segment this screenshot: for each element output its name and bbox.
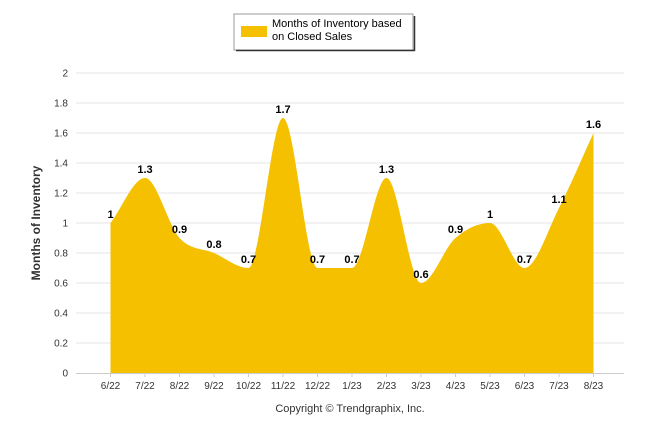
- data-label: 0.6: [413, 269, 428, 281]
- copyright-credit: Copyright © Trendgraphix, Inc.: [275, 403, 424, 415]
- data-labels: 1 1.3 0.9 0.8 0.7 1.7 0.7 0.7 1.3 0.6 0.9 1 0.7 1.1 1.…: [107, 104, 601, 281]
- legend[interactable]: Months of Inventory based on Closed Sale…: [233, 13, 416, 52]
- y-tick-label: 1.6: [54, 129, 68, 140]
- data-label: 0.9: [172, 224, 187, 236]
- data-label: 0.9: [448, 224, 463, 236]
- data-label: 0.8: [206, 239, 221, 251]
- data-label: 0.7: [241, 254, 256, 266]
- data-label: 0.7: [344, 254, 359, 266]
- x-tick-label: 7/22: [135, 381, 155, 392]
- y-tick-label: 0.8: [54, 249, 68, 260]
- x-tick-label: 2/23: [377, 381, 397, 392]
- data-label: 1: [107, 209, 113, 221]
- y-tick-label: 1.2: [54, 189, 68, 200]
- y-tick-label: 0.4: [54, 309, 68, 320]
- y-tick-label: 1.8: [54, 99, 68, 110]
- x-tick-label: 5/23: [480, 381, 500, 392]
- x-tick-label: 6/22: [101, 381, 121, 392]
- y-tick-label: 0: [62, 369, 68, 380]
- x-tick-label: 4/23: [446, 381, 466, 392]
- x-tick-label: 8/22: [170, 381, 190, 392]
- legend-label-line-2: on Closed Sales: [272, 31, 353, 43]
- data-label: 1.7: [275, 104, 290, 116]
- legend-label-line-1: Months of Inventory based: [272, 18, 402, 30]
- x-tick-label: 12/22: [305, 381, 330, 392]
- y-axis-title: Months of Inventory: [29, 165, 43, 280]
- x-tick-label: 8/23: [584, 381, 604, 392]
- data-label: 1.3: [379, 164, 394, 176]
- area-series: [110, 118, 594, 373]
- x-tick-label: 3/23: [411, 381, 431, 392]
- y-tick-labels: 0 0.2 0.4 0.6 0.8 1 1.2 1.4 1.6 1.8 2: [54, 69, 68, 380]
- x-tick-label: 7/23: [549, 381, 569, 392]
- y-tick-label: 2: [62, 69, 68, 80]
- data-label: 1: [487, 209, 493, 221]
- y-tick-label: 0.6: [54, 279, 68, 290]
- y-tick-label: 1: [62, 219, 68, 230]
- data-label: 1.1: [551, 194, 566, 206]
- y-tick-label: 0.2: [54, 339, 68, 350]
- x-tick-label: 9/22: [204, 381, 224, 392]
- data-label: 1.3: [137, 164, 152, 176]
- x-tick-label: 11/22: [271, 381, 296, 392]
- x-tick-label: 10/22: [236, 381, 261, 392]
- data-label: 0.7: [310, 254, 325, 266]
- x-tick-label: 6/23: [515, 381, 535, 392]
- legend-swatch: [241, 26, 267, 37]
- x-tick-labels: 6/22 7/22 8/22 9/22 10/22 11/22 12/22 1/23 2/23 3…: [101, 373, 604, 392]
- data-label: 0.7: [517, 254, 532, 266]
- x-tick-label: 1/23: [342, 381, 362, 392]
- y-tick-label: 1.4: [54, 159, 68, 170]
- data-label: 1.6: [586, 119, 601, 131]
